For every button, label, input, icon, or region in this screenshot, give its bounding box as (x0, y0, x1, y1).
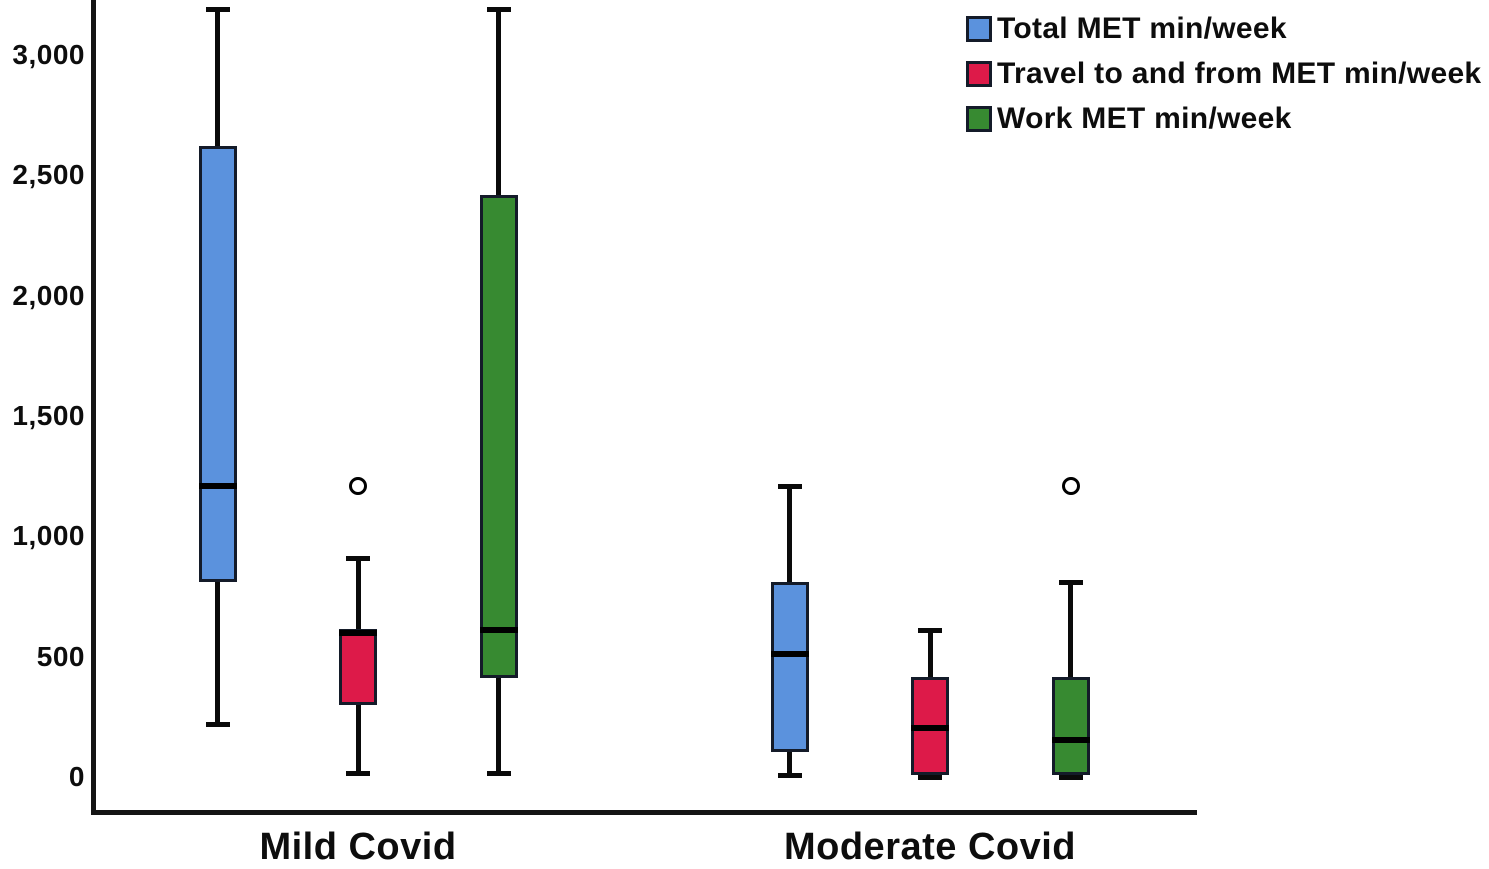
y-axis-line (91, 0, 96, 815)
y-tick-label: 2,500 (12, 159, 85, 191)
x-axis-line (91, 810, 1197, 815)
whisker-cap-bottom (346, 771, 370, 777)
median-line (911, 724, 949, 731)
legend-label: Work MET min/week (997, 102, 1292, 135)
x-category-label: Mild Covid (259, 826, 457, 868)
whisker-cap-bottom (1058, 775, 1083, 780)
box-iqr (339, 628, 377, 705)
median-line (479, 627, 518, 634)
whisker-cap-bottom (486, 771, 511, 777)
whisker-cap-bottom (777, 772, 802, 778)
y-tick-label: 1,500 (12, 400, 85, 431)
box-iqr (479, 194, 518, 679)
whisker-cap-top (777, 483, 802, 489)
whisker-cap-top (205, 7, 230, 13)
legend-item: Total MET min/week (966, 12, 1481, 46)
median-line (198, 482, 237, 489)
box-iqr (1051, 677, 1090, 775)
y-tick-label: 1,000 (12, 520, 85, 552)
legend-item: Work MET min/week (966, 102, 1481, 136)
legend-swatch-icon (966, 106, 992, 132)
y-tick-label: 0 (68, 761, 85, 792)
y-tick-label: 500 (36, 640, 85, 672)
median-line (770, 651, 809, 658)
box-iqr (770, 582, 809, 752)
y-tick-label: 2,000 (12, 279, 85, 311)
legend-swatch-icon (966, 16, 992, 42)
whisker-cap-top (1058, 580, 1083, 586)
whisker-cap-bottom (918, 775, 942, 780)
outlier-point (1061, 476, 1080, 495)
legend: Total MET min/week Travel to and from MET… (966, 12, 1481, 136)
x-category-label: Moderate Covid (783, 826, 1077, 868)
median-line (339, 629, 377, 636)
legend-label: Total MET min/week (997, 12, 1287, 45)
legend-label: Travel to and from MET min/week (997, 57, 1482, 90)
box-iqr (198, 146, 237, 583)
whisker-cap-bottom (205, 722, 230, 728)
median-line (1051, 736, 1090, 743)
outlier-point (349, 476, 367, 495)
legend-item: Travel to and from MET min/week (966, 57, 1481, 91)
y-tick-label: 3,000 (12, 39, 85, 70)
whisker-cap-top (486, 7, 511, 13)
legend-swatch-icon (966, 61, 992, 87)
whisker-cap-top (346, 555, 370, 561)
whisker-cap-top (918, 628, 942, 634)
